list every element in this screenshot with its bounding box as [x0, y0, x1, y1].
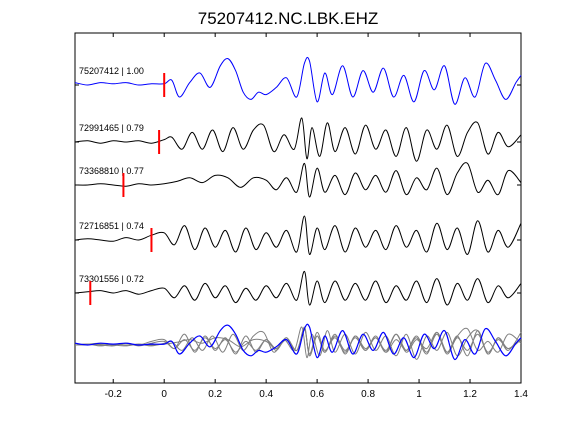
trace-label-1: 72991465 | 0.79 [79, 123, 144, 133]
overlay-line-4 [74, 328, 522, 355]
trace-label-3: 72716851 | 0.74 [79, 221, 144, 231]
overlay-line-master [74, 323, 522, 361]
trace-line-1 [74, 117, 522, 162]
x-tick-label-7: 1.2 [463, 389, 477, 400]
x-axis: -0.2 0 0.2 0.4 0.6 0.8 1 1.2 1.4 [105, 33, 528, 400]
x-tick-label-8: 1.4 [514, 389, 528, 400]
x-tick-label-4: 0.6 [310, 389, 324, 400]
x-tick-label-2: 0.2 [208, 389, 222, 400]
x-tick-label-1: 0 [161, 389, 167, 400]
trace-line-3 [74, 215, 522, 255]
x-tick-label-3: 0.4 [259, 389, 273, 400]
trace-line-2 [74, 162, 522, 198]
trace-line-4 [74, 270, 522, 306]
trace-label-2: 73368810 | 0.77 [79, 166, 144, 176]
plot-area: 75207412 | 1.00 72991465 | 0.79 73368810 |… [74, 56, 522, 361]
trace-label-4: 73301556 | 0.72 [79, 274, 144, 284]
plot-frame [74, 32, 522, 384]
x-tick-label-5: 0.8 [361, 389, 375, 400]
trace-line-0 [74, 56, 522, 105]
trace-label-0: 75207412 | 1.00 [79, 66, 144, 76]
x-tick-label-6: 1 [416, 389, 422, 400]
x-tick-label-0: -0.2 [105, 389, 123, 400]
chart-title: 75207412.NC.LBK.EHZ [198, 9, 379, 28]
